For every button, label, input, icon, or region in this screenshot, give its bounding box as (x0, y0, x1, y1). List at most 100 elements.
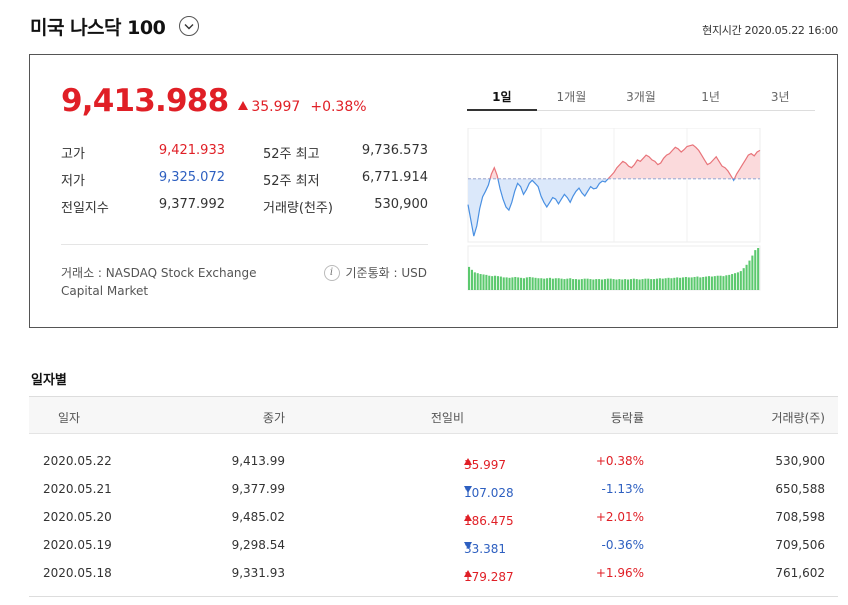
stats-table: 고가 9,421.933 52주 최고 9,736.573 저가 9,325.0… (61, 141, 428, 222)
intraday-chart (467, 128, 761, 291)
volume-bar (673, 277, 676, 290)
volume-bar (731, 274, 734, 290)
tab-period[interactable]: 3개월 (626, 90, 656, 104)
volume-bar (520, 277, 523, 290)
volume-bar (693, 276, 696, 290)
volume-bar (647, 278, 650, 290)
row-close: 9,377.99 (231, 482, 285, 496)
tab-period[interactable]: 1일 (467, 83, 537, 111)
w52-low-value: 6,771.914 (361, 170, 428, 185)
currency-info: i 기준통화 : USD (323, 264, 427, 281)
volume-bar (650, 279, 653, 290)
volume-bar (511, 277, 514, 290)
volume-bar (716, 275, 719, 290)
volume-bar (681, 277, 685, 290)
row-volume: 709,506 (775, 538, 825, 552)
volume-bar (470, 269, 473, 290)
current-price: 9,413.988 (61, 83, 229, 119)
volume-bar (563, 279, 566, 290)
volume-bar (468, 266, 471, 290)
row-volume: 708,598 (775, 510, 825, 524)
page-title: 미국 나스닥 100 (30, 16, 166, 39)
volume-bar (661, 278, 664, 290)
volume-bar (676, 277, 679, 290)
row-diff-value: 186.475 (464, 514, 514, 528)
volume-bar (598, 279, 601, 290)
tab-period[interactable]: 3년 (770, 90, 790, 104)
tab-period[interactable]: 1개월 (556, 90, 587, 104)
volume-bar (739, 271, 742, 290)
volume-bar (586, 278, 589, 290)
up-arrow-icon (238, 101, 249, 110)
up-arrow-icon (464, 458, 472, 465)
low-label: 저가 (61, 174, 85, 189)
volume-bar (476, 273, 479, 290)
header-date: 일자 (58, 411, 81, 425)
volume-bar (621, 279, 624, 290)
info-icon[interactable]: i (323, 264, 340, 281)
volume-bar (494, 275, 497, 290)
volume-bar (748, 260, 751, 290)
w52-high-label: 52주 최고 (263, 147, 320, 162)
volume-bar (496, 276, 499, 290)
volume-bar (488, 275, 491, 290)
down-arrow-icon (464, 486, 472, 493)
tab-period[interactable]: 1년 (701, 90, 720, 104)
daily-table: 일자 종가 전일비 등락률 거래량(주) 2020.05.22 9,413.99 3… (29, 396, 838, 597)
volume-bar (502, 277, 505, 290)
volume-bar (728, 274, 731, 290)
price-row: 9,413.988 35.997 +0.38% (61, 83, 367, 119)
volume-bar (583, 278, 586, 290)
volume-bar (540, 278, 543, 290)
volume-bar (491, 276, 494, 290)
volume-bar (632, 278, 635, 290)
table-body: 2020.05.22 9,413.99 35.997 +0.38% 530,900 202… (29, 434, 838, 597)
w52-high-value: 9,736.573 (361, 143, 428, 158)
volume-bar (664, 278, 667, 290)
row-date: 2020.05.21 (43, 482, 112, 496)
volume-bar (653, 279, 656, 290)
table-row: 2020.05.22 9,413.99 35.997 +0.38% 530,900 (29, 450, 838, 478)
volume-bar (710, 276, 713, 290)
volume-bar (537, 278, 540, 290)
volume-bar (548, 277, 552, 290)
volume-bar (742, 268, 745, 290)
row-close: 9,331.93 (231, 566, 285, 580)
prev-value: 9,377.992 (158, 197, 225, 212)
row-date: 2020.05.22 (43, 454, 112, 468)
volume-bar (719, 275, 722, 290)
row-diff-value: 35.997 (464, 458, 506, 472)
volume-bar (696, 276, 699, 290)
down-arrow-icon (464, 542, 472, 549)
row-volume: 650,588 (775, 482, 825, 496)
volume-bar (612, 279, 615, 290)
volume-bar (690, 277, 693, 290)
change-rate: +0.38% (310, 99, 367, 115)
row-rate: -1.13% (601, 482, 644, 496)
volume-bar (517, 277, 520, 290)
volume-bar (699, 277, 702, 290)
row-diff-value: 179.287 (464, 570, 514, 584)
table-row: 2020.05.19 9,298.54 33.381 -0.36% 709,506 (29, 534, 838, 562)
volume-bar (543, 278, 546, 290)
volume-bar (635, 279, 638, 290)
volume-bar (595, 279, 598, 290)
volume-bar (522, 278, 526, 290)
volume-bar (525, 277, 528, 290)
volume-bar (551, 278, 554, 290)
volume-bar (702, 276, 705, 290)
quote-panel: 9,413.988 35.997 +0.38% 고가 9,421.933 52주… (29, 54, 838, 328)
volume-bar (485, 274, 488, 290)
exchange-info: 거래소 : NASDAQ Stock Exchange Capital Mark… (61, 266, 257, 298)
volume-bar (514, 276, 517, 290)
table-row: 2020.05.21 9,377.99 107.028 -1.13% 650,588 (29, 478, 838, 506)
chevron-down-icon[interactable] (179, 16, 200, 36)
volume-bar (557, 278, 560, 290)
volume-bar (531, 277, 534, 290)
period-tabs: 1일 1개월 3개월 1년 3년 (467, 83, 815, 111)
volume-bar (754, 250, 757, 290)
volume-bar (667, 277, 670, 290)
volume-bar (722, 276, 725, 290)
volume-bar (603, 279, 606, 290)
volume-bar (505, 277, 508, 290)
